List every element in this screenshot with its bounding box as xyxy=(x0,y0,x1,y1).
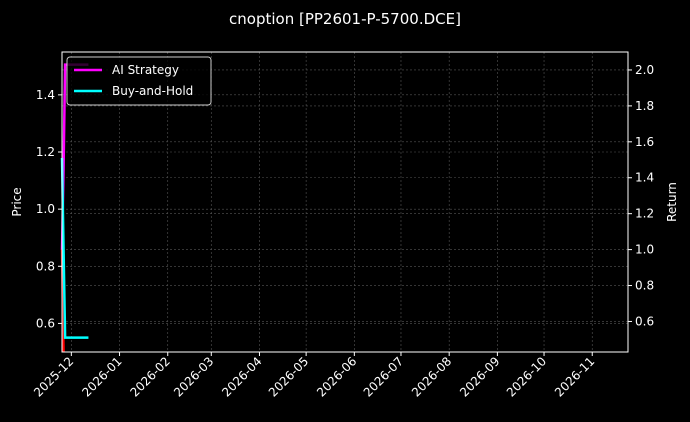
y-tick-label-left: 0.6 xyxy=(36,316,55,330)
chart-title: cnoption [PP2601-P-5700.DCE] xyxy=(229,10,461,28)
y-tick-label-right: 1.4 xyxy=(635,171,654,185)
x-tick-label: 2026-07 xyxy=(361,354,406,399)
y-tick-label-right: 0.6 xyxy=(635,314,654,328)
y-tick-label-right: 0.8 xyxy=(635,279,654,293)
y-tick-label-right: 2.0 xyxy=(635,63,654,77)
legend-box xyxy=(66,56,212,106)
x-tick-label: 2026-08 xyxy=(409,354,454,399)
legend-label-ai-strategy: AI Strategy xyxy=(112,63,179,77)
plot-frame xyxy=(61,51,629,353)
y-tick-label-left: 1.2 xyxy=(36,145,55,159)
x-tick-label: 2026-05 xyxy=(266,354,311,399)
x-tick-label: 2026-11 xyxy=(552,354,597,399)
y-tick-label-right: 1.8 xyxy=(635,99,654,113)
y-tick-label-left: 0.8 xyxy=(36,259,55,273)
y-tick-label-right: 1.0 xyxy=(635,243,654,257)
x-tick-label: 2026-06 xyxy=(314,354,359,399)
y-tick-label-right: 1.6 xyxy=(635,135,654,149)
legend-label-buy-and-hold: Buy-and-Hold xyxy=(112,84,193,98)
y-axis-label-left: Price xyxy=(10,187,24,216)
y-tick-label-left: 1.0 xyxy=(36,202,55,216)
x-tick-label: 2026-03 xyxy=(171,354,216,399)
y-axis-label-right: Return xyxy=(665,182,679,222)
y-tick-label-left: 1.4 xyxy=(36,88,55,102)
x-tick-label: 2026-09 xyxy=(457,354,502,399)
series-line-buy-and-hold xyxy=(60,157,89,339)
x-tick-label: 2026-02 xyxy=(128,354,173,399)
x-tick-label: 2026-04 xyxy=(219,354,264,399)
x-tick-label: 2025-12 xyxy=(31,354,76,399)
y-tick-label-right: 1.2 xyxy=(635,207,654,221)
legend: AI Strategy Buy-and-Hold xyxy=(66,56,212,106)
x-tick-label: 2026-10 xyxy=(504,354,549,399)
x-tick-label: 2026-01 xyxy=(79,354,124,399)
